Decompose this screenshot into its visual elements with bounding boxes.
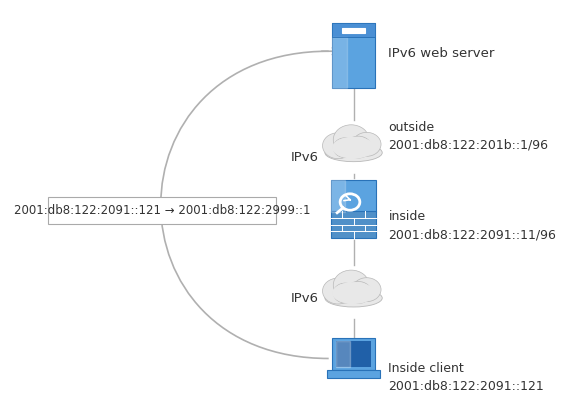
Ellipse shape bbox=[325, 144, 382, 162]
Ellipse shape bbox=[325, 289, 382, 307]
FancyBboxPatch shape bbox=[327, 370, 379, 377]
Text: IPv6: IPv6 bbox=[291, 150, 319, 163]
Text: 2001:db8:122:2091::121 → 2001:db8:122:2999::1: 2001:db8:122:2091::121 → 2001:db8:122:29… bbox=[14, 204, 311, 217]
Circle shape bbox=[333, 270, 369, 300]
Circle shape bbox=[352, 278, 381, 302]
FancyBboxPatch shape bbox=[331, 212, 376, 238]
FancyBboxPatch shape bbox=[332, 338, 375, 370]
Circle shape bbox=[323, 278, 354, 304]
FancyBboxPatch shape bbox=[332, 23, 375, 87]
FancyBboxPatch shape bbox=[332, 23, 375, 37]
Circle shape bbox=[333, 283, 357, 303]
Text: inside
2001:db8:122:2091::11/96: inside 2001:db8:122:2091::11/96 bbox=[389, 210, 556, 241]
Circle shape bbox=[352, 133, 381, 156]
Text: IPv6: IPv6 bbox=[291, 292, 319, 305]
FancyBboxPatch shape bbox=[336, 341, 371, 367]
Text: outside
2001:db8:122:201b::1/96: outside 2001:db8:122:201b::1/96 bbox=[389, 121, 548, 152]
Circle shape bbox=[323, 133, 354, 159]
FancyBboxPatch shape bbox=[331, 180, 376, 212]
Text: Inside client
2001:db8:122:2091::121: Inside client 2001:db8:122:2091::121 bbox=[389, 362, 544, 393]
Circle shape bbox=[333, 138, 357, 158]
Ellipse shape bbox=[332, 137, 375, 159]
Text: IPv6 web server: IPv6 web server bbox=[389, 47, 495, 60]
Ellipse shape bbox=[332, 282, 375, 304]
Circle shape bbox=[345, 136, 371, 158]
Circle shape bbox=[333, 125, 369, 155]
FancyBboxPatch shape bbox=[342, 28, 365, 33]
Circle shape bbox=[345, 281, 371, 303]
FancyBboxPatch shape bbox=[48, 196, 277, 224]
